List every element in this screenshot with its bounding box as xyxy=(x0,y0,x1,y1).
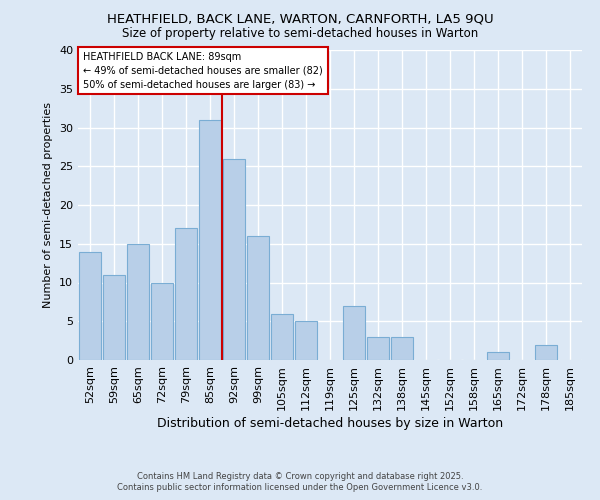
Bar xyxy=(343,306,365,360)
Y-axis label: Number of semi-detached properties: Number of semi-detached properties xyxy=(43,102,53,308)
Bar xyxy=(79,252,101,360)
Bar xyxy=(295,322,317,360)
Bar xyxy=(127,244,149,360)
X-axis label: Distribution of semi-detached houses by size in Warton: Distribution of semi-detached houses by … xyxy=(157,417,503,430)
Text: HEATHFIELD BACK LANE: 89sqm
← 49% of semi-detached houses are smaller (82)
50% o: HEATHFIELD BACK LANE: 89sqm ← 49% of sem… xyxy=(83,52,323,90)
Bar xyxy=(367,337,389,360)
Bar xyxy=(223,158,245,360)
Bar xyxy=(391,337,413,360)
Bar xyxy=(487,352,509,360)
Bar xyxy=(151,282,173,360)
Bar xyxy=(271,314,293,360)
Bar xyxy=(535,344,557,360)
Bar xyxy=(199,120,221,360)
Text: HEATHFIELD, BACK LANE, WARTON, CARNFORTH, LA5 9QU: HEATHFIELD, BACK LANE, WARTON, CARNFORTH… xyxy=(107,12,493,26)
Text: Size of property relative to semi-detached houses in Warton: Size of property relative to semi-detach… xyxy=(122,28,478,40)
Bar xyxy=(103,275,125,360)
Bar xyxy=(247,236,269,360)
Text: Contains HM Land Registry data © Crown copyright and database right 2025.
Contai: Contains HM Land Registry data © Crown c… xyxy=(118,472,482,492)
Bar xyxy=(175,228,197,360)
